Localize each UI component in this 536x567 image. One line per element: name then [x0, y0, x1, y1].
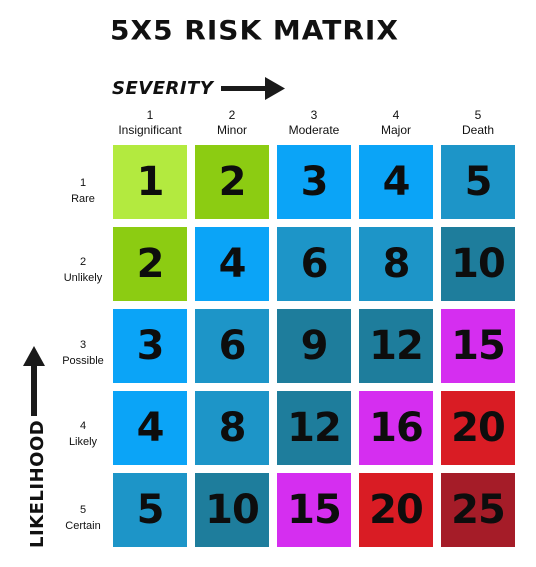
- risk-cell: 15: [441, 309, 515, 383]
- severity-name: Death: [461, 123, 495, 137]
- severity-header-2: 2 Minor: [191, 108, 273, 138]
- severity-number: 1: [146, 108, 154, 122]
- severity-number: 4: [392, 108, 400, 122]
- severity-header-4: 4 Major: [355, 108, 437, 138]
- risk-cell: 8: [195, 391, 269, 465]
- likelihood-label: LIKELIHOOD: [27, 419, 48, 548]
- arrow-right-icon: [221, 77, 286, 100]
- likelihood-name: Unlikely: [63, 272, 103, 284]
- risk-cell: 3: [277, 145, 351, 219]
- risk-cell: 1: [113, 145, 187, 219]
- likelihood-number: 5: [79, 504, 87, 516]
- risk-cell: 10: [195, 473, 269, 547]
- risk-cell: 20: [359, 473, 433, 547]
- likelihood-name: Certain: [65, 520, 101, 532]
- likelihood-header-1: 1 Rare: [56, 175, 110, 207]
- likelihood-header-2: 2 Unlikely: [56, 254, 110, 286]
- likelihood-header-3: 3 Possible: [56, 337, 110, 369]
- severity-header-3: 3 Moderate: [273, 108, 355, 138]
- risk-cell: 9: [277, 309, 351, 383]
- risk-cell: 20: [441, 391, 515, 465]
- risk-cell: 6: [195, 309, 269, 383]
- risk-cell: 12: [359, 309, 433, 383]
- severity-name: Major: [380, 123, 411, 137]
- severity-name: Moderate: [288, 123, 340, 137]
- likelihood-header-5: 5 Certain: [56, 502, 110, 534]
- risk-cell: 5: [113, 473, 187, 547]
- risk-cell: 2: [113, 227, 187, 301]
- severity-number: 2: [228, 108, 236, 122]
- risk-cell: 10: [441, 227, 515, 301]
- risk-cell: 15: [277, 473, 351, 547]
- severity-label: SEVERITY: [112, 77, 214, 99]
- likelihood-number: 3: [79, 339, 87, 351]
- risk-cell: 3: [113, 309, 187, 383]
- severity-header-1: 1 Insignificant: [109, 108, 191, 138]
- severity-name: Minor: [216, 123, 247, 137]
- likelihood-number: 1: [79, 177, 87, 189]
- risk-cell: 12: [277, 391, 351, 465]
- risk-cell: 16: [359, 391, 433, 465]
- likelihood-header-4: 4 Likely: [56, 418, 110, 450]
- risk-cell: 4: [195, 227, 269, 301]
- severity-axis: SEVERITY: [112, 74, 286, 102]
- risk-cell: 4: [113, 391, 187, 465]
- risk-cell: 4: [359, 145, 433, 219]
- arrow-up-icon: [23, 346, 45, 416]
- likelihood-number: 2: [79, 256, 87, 268]
- risk-cell: 6: [277, 227, 351, 301]
- severity-name: Insignificant: [118, 123, 182, 137]
- likelihood-name: Likely: [68, 436, 98, 448]
- severity-header-5: 5 Death: [437, 108, 519, 138]
- severity-number: 3: [310, 108, 318, 122]
- risk-cell: 5: [441, 145, 515, 219]
- risk-cell: 25: [441, 473, 515, 547]
- matrix-title: 5X5 RISK MATRIX: [110, 14, 399, 47]
- severity-number: 5: [474, 108, 482, 122]
- risk-cell: 8: [359, 227, 433, 301]
- likelihood-name: Rare: [71, 193, 95, 205]
- risk-cell: 2: [195, 145, 269, 219]
- likelihood-name: Possible: [62, 355, 104, 367]
- likelihood-number: 4: [79, 420, 87, 432]
